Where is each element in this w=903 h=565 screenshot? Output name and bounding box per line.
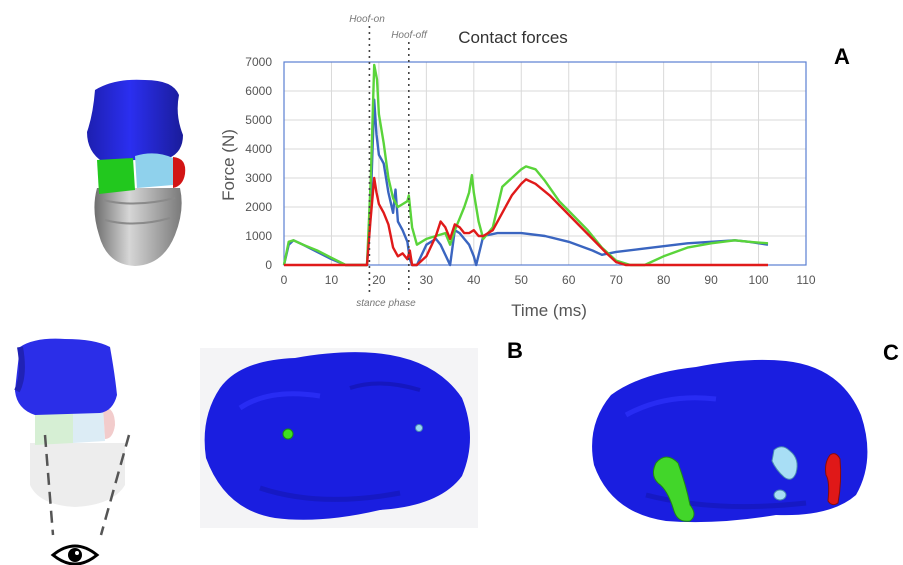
x-tick-label: 110	[796, 273, 815, 287]
hoof-off-label: Hoof-off	[391, 30, 428, 41]
lightblue-contact-point	[415, 424, 423, 432]
x-tick-label: 80	[657, 273, 671, 287]
series-line-2	[282, 63, 769, 267]
y-tick-label: 1000	[245, 229, 272, 243]
lightblue-contact-area	[771, 446, 798, 480]
y-tick-label: 2000	[245, 200, 272, 214]
x-tick-label: 100	[749, 273, 769, 287]
y-tick-label: 3000	[245, 171, 272, 185]
x-tick-label: 10	[325, 273, 339, 287]
y-tick-label: 7000	[245, 55, 272, 69]
y-tick-label: 4000	[245, 142, 272, 156]
bone-model-top	[87, 79, 186, 266]
green-bone	[97, 158, 135, 194]
chart-title: Contact forces	[458, 28, 568, 47]
x-tick-label: 50	[515, 273, 529, 287]
y-tick-label: 5000	[245, 113, 272, 127]
x-axis-label: Time (ms)	[511, 301, 587, 320]
contact-view-c	[592, 359, 868, 523]
x-tick-label: 90	[704, 273, 718, 287]
series-line-1	[282, 98, 769, 267]
red-bone	[173, 157, 186, 188]
contact-view-b	[200, 348, 478, 528]
lightblue-bone	[135, 153, 173, 188]
eye-icon	[50, 544, 100, 565]
panel-label-c: C	[883, 340, 899, 365]
contact-forces-chart: Contact forces 0100020003000400050006000…	[219, 14, 816, 320]
series-line-3	[284, 176, 768, 267]
hoof-on-label: Hoof-on	[349, 14, 385, 25]
x-tick-label: 0	[281, 273, 288, 287]
blue-bone	[15, 338, 117, 415]
panel-label-b: B	[507, 338, 523, 363]
plot-frame	[283, 61, 807, 266]
green-contact-point	[282, 428, 294, 440]
panel-label-a: A	[834, 44, 850, 69]
y-axis-label: Force (N)	[219, 129, 238, 201]
x-tick-label: 30	[420, 273, 434, 287]
red-contact-area	[825, 453, 842, 506]
stance-phase-label: stance phase	[356, 298, 416, 309]
y-tick-label: 0	[265, 258, 272, 272]
lightblue-contact-spot	[773, 489, 787, 501]
green-contact-area	[652, 456, 695, 522]
blue-bone	[87, 79, 183, 162]
axes: 0 1000 2000 3000 4000 5000 6000 7000 0 10 20 30 40 50…	[245, 55, 816, 287]
x-tick-label: 70	[610, 273, 624, 287]
bone-model-bottom	[14, 338, 131, 565]
grid	[283, 61, 807, 266]
series	[282, 63, 769, 267]
x-tick-label: 40	[467, 273, 481, 287]
x-tick-label: 60	[562, 273, 576, 287]
x-tick-label: 20	[372, 273, 386, 287]
grey-bones	[94, 188, 182, 266]
y-tick-label: 6000	[245, 84, 272, 98]
